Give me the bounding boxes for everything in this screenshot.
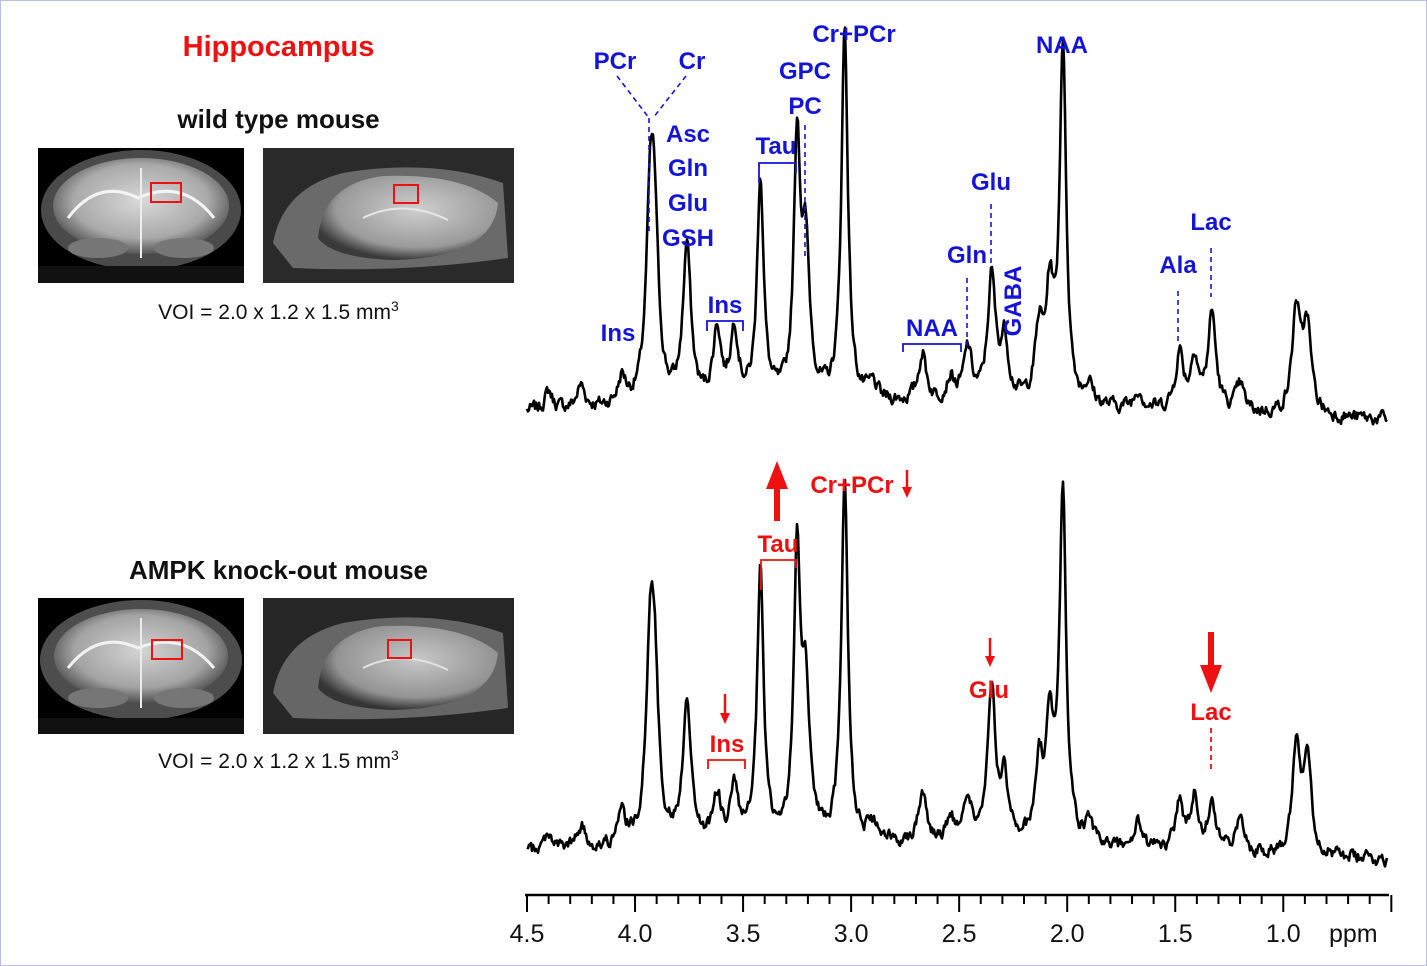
glu-decrease-arrow-icon <box>985 638 995 667</box>
ins-bracket <box>706 320 744 331</box>
knockout-spectrum-line <box>526 478 1389 868</box>
ko-brackets <box>707 559 1212 769</box>
annotation-brackets <box>706 162 962 352</box>
wild-type-voi: VOI = 2.0 x 1.2 x 1.5 mm3 <box>1 298 556 325</box>
cr-pcr-decrease-arrow-icon <box>902 470 912 498</box>
label-gsh: GSH <box>662 225 714 252</box>
ko-coronal-mri-image <box>38 598 244 734</box>
label-glu-2: Glu <box>971 169 1011 196</box>
cr-guide <box>652 75 687 119</box>
label-gln-2: Gln <box>947 242 987 269</box>
naa-bracket <box>902 343 962 352</box>
label-lac: Lac <box>1190 209 1231 236</box>
label-gln: Gln <box>668 155 708 182</box>
voi-superscript: 3 <box>391 298 399 314</box>
figure-title: Hippocampus <box>182 31 375 63</box>
label-ins-1: Ins <box>601 320 636 347</box>
pcr-guide <box>616 75 650 119</box>
x-tick-label: 3.5 <box>726 920 761 948</box>
ins-ko-bracket <box>707 759 746 769</box>
x-axis-ticks: 4.5 4.0 3.5 3.0 2.5 2.0 1.5 1.0 <box>510 895 1393 948</box>
label-lac-ko: Lac <box>1190 699 1231 726</box>
label-ala: Ala <box>1159 252 1197 279</box>
voi-text: VOI = 2.0 x 1.2 x 1.5 mm <box>158 301 392 324</box>
label-ins-2: Ins <box>708 292 743 319</box>
label-asc: Asc <box>666 121 710 148</box>
label-naa-1: NAA <box>906 315 958 342</box>
x-tick-label: 2.0 <box>1050 920 1085 948</box>
voi-superscript: 3 <box>391 747 399 763</box>
label-glu: Glu <box>668 190 708 217</box>
x-axis-label: ppm <box>1329 920 1378 948</box>
x-tick-label: 4.5 <box>510 920 545 948</box>
tau-bracket <box>758 162 797 183</box>
label-gaba: GABA <box>1000 266 1027 337</box>
knockout-label: AMPK knock-out mouse <box>128 555 429 585</box>
x-tick-label: 3.0 <box>834 920 869 948</box>
label-pc: PC <box>788 93 821 120</box>
label-pcr: PCr <box>594 48 637 75</box>
x-tick-label: 4.0 <box>618 920 653 948</box>
label-gpc: GPC <box>779 58 831 85</box>
x-tick-label: 1.0 <box>1266 920 1301 948</box>
x-tick-label: 1.5 <box>1158 920 1193 948</box>
label-naa-2: NAA <box>1036 32 1088 59</box>
label-tau-ko: Tau <box>758 531 799 558</box>
label-cr-pcr: Cr+PCr <box>812 21 895 48</box>
label-cr: Cr <box>679 48 706 75</box>
label-cr-pcr-ko: Cr+PCr <box>810 472 893 499</box>
label-ins-ko: Ins <box>710 731 745 758</box>
tau-ko-bracket <box>760 559 797 590</box>
x-tick-label: 2.5 <box>942 920 977 948</box>
knockout-annotations: Cr+PCr Tau Ins Glu Lac <box>707 461 1232 769</box>
wt-sagittal-mri-image <box>263 148 514 283</box>
ins-decrease-arrow-icon <box>720 694 730 724</box>
wt-coronal-mri-image <box>38 148 244 283</box>
wild-type-annotations: PCr Cr Asc Gln Glu GSH Ins Ins Tau GPC P… <box>594 21 1232 352</box>
annotation-guides <box>616 75 1212 346</box>
tau-increase-arrow-icon <box>766 461 788 521</box>
wild-type-spectrum-line <box>525 26 1388 426</box>
voi-text: VOI = 2.0 x 1.2 x 1.5 mm <box>158 750 392 773</box>
ko-sagittal-mri-image <box>263 598 514 734</box>
knockout-voi: VOI = 2.0 x 1.2 x 1.5 mm3 <box>1 747 556 774</box>
label-tau: Tau <box>756 133 797 160</box>
label-glu-ko: Glu <box>969 677 1009 704</box>
lac-decrease-arrow-icon <box>1200 632 1222 693</box>
wild-type-label: wild type mouse <box>177 104 380 134</box>
